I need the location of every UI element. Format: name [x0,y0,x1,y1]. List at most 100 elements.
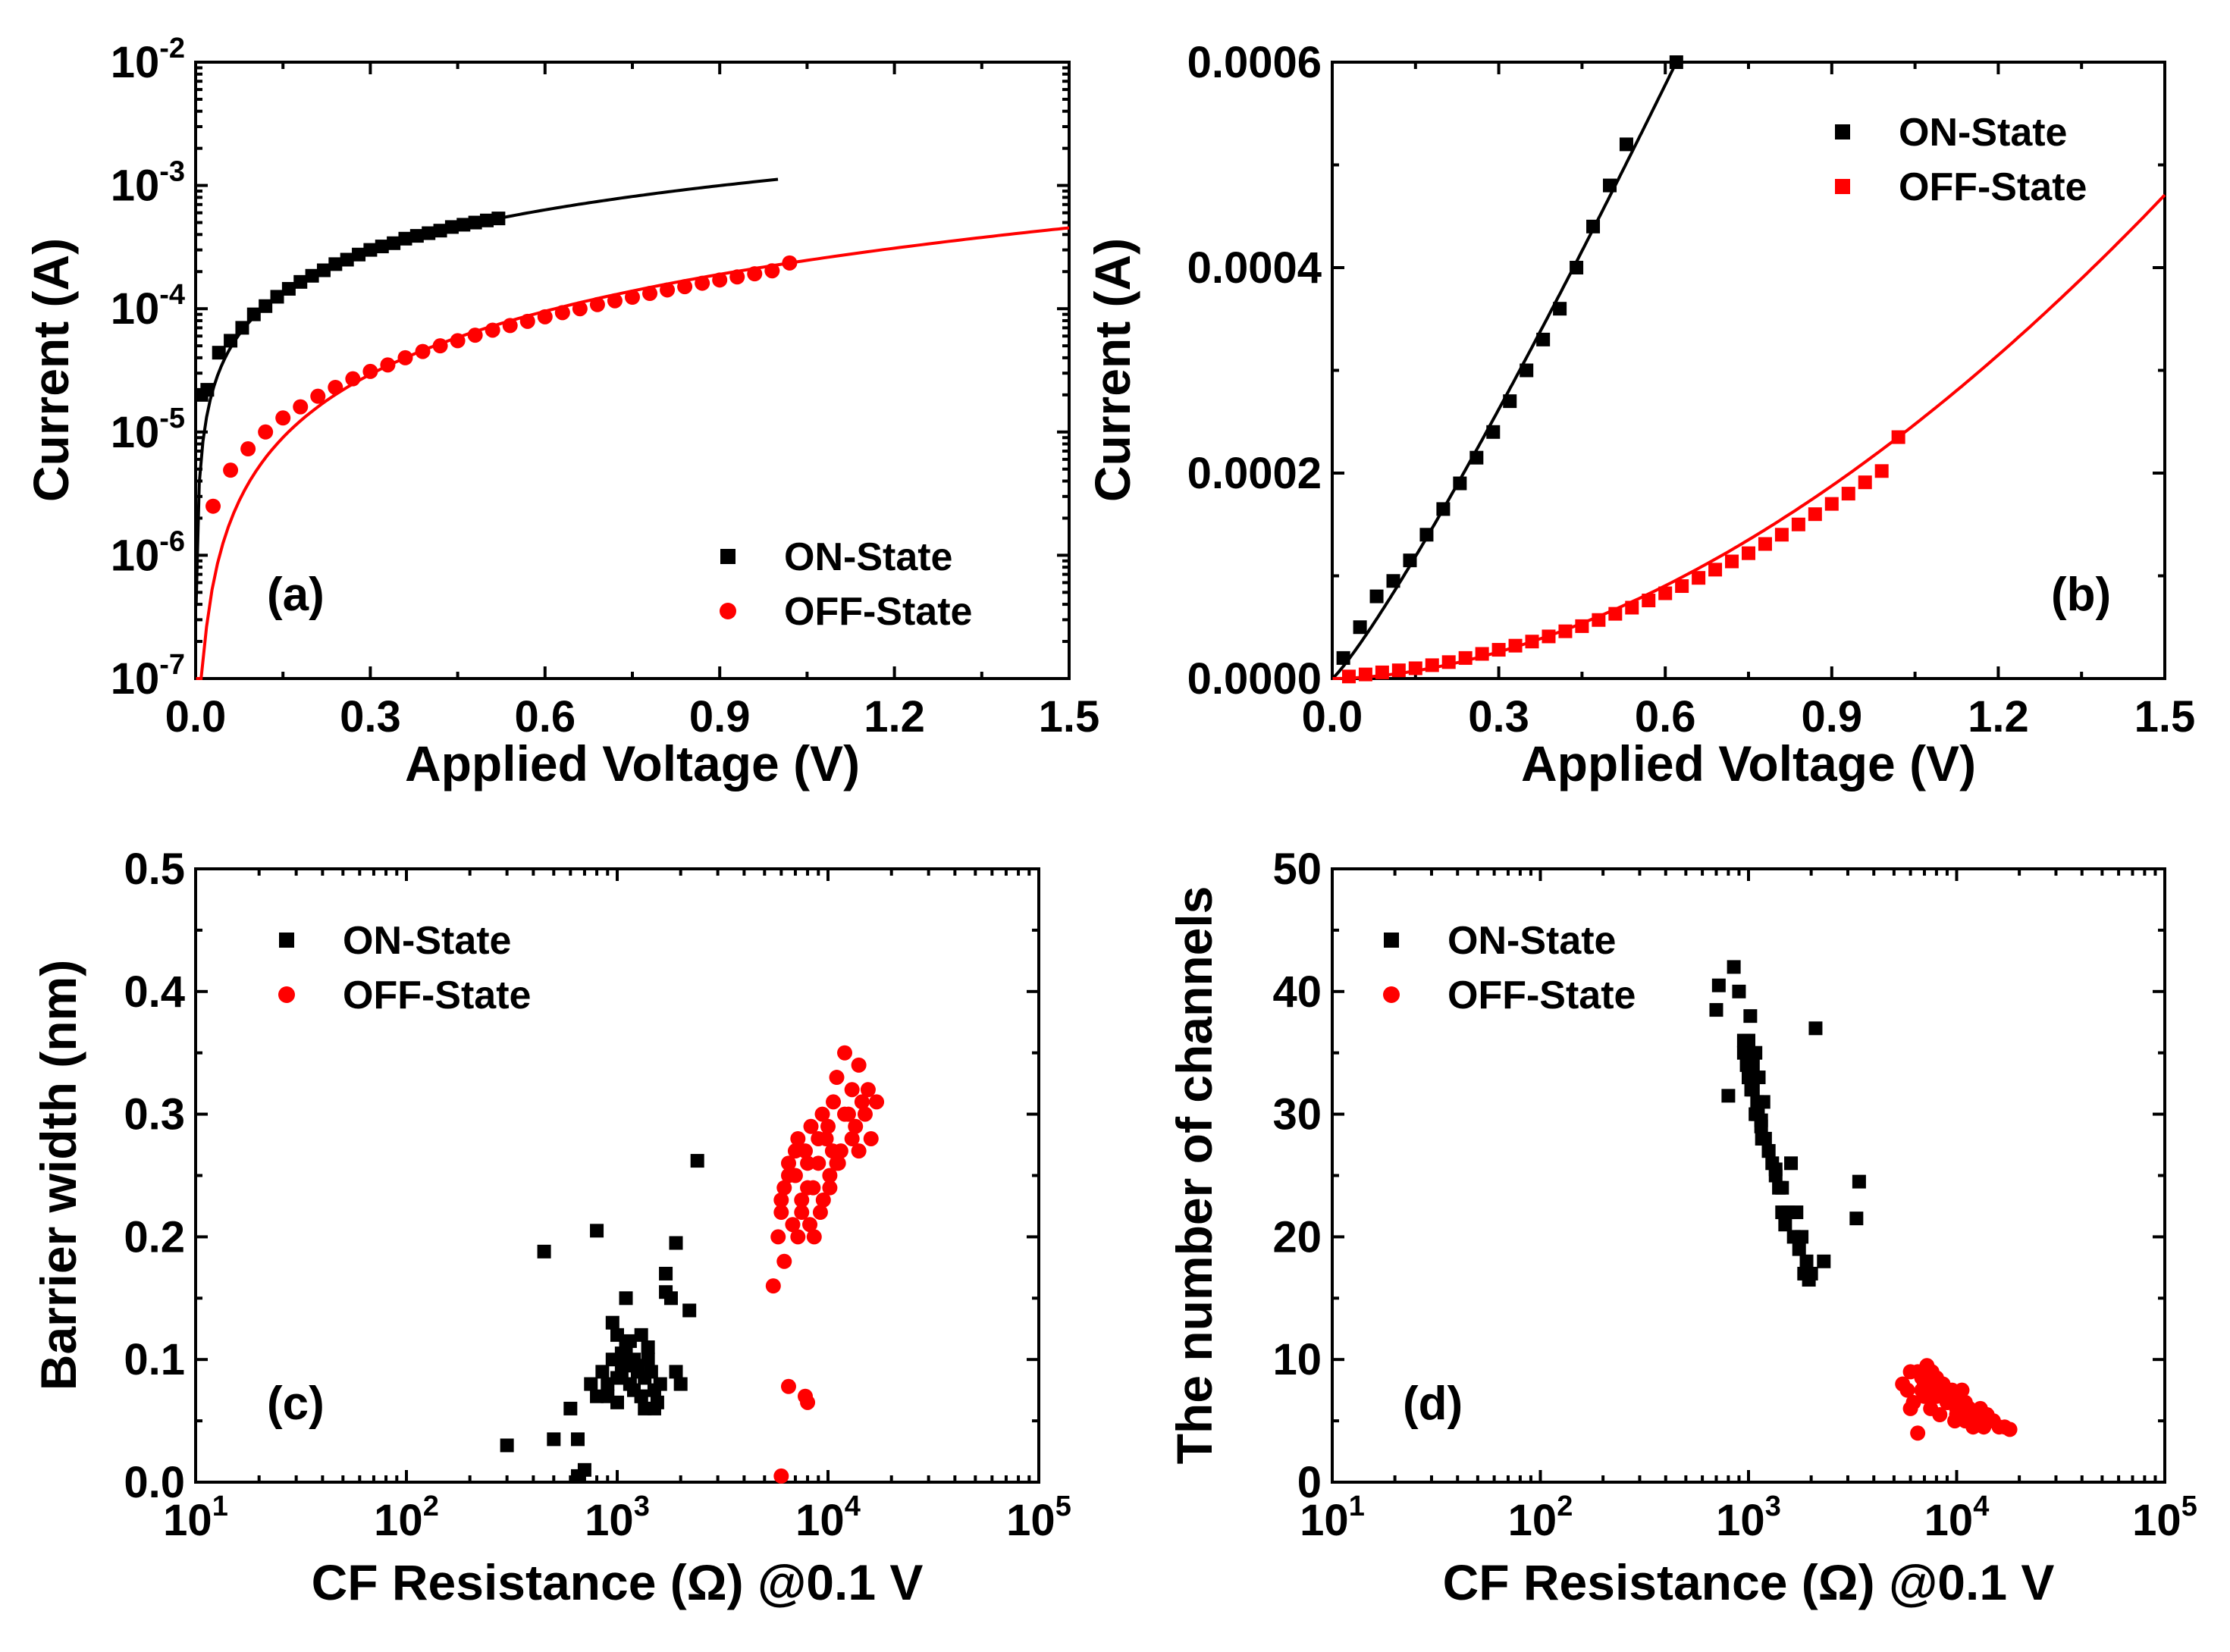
fit-curve [1331,61,1678,680]
data-point [537,1244,551,1259]
data-point [837,1045,853,1061]
legend-marker [278,986,295,1003]
y-axis-title: Current (A) [23,238,79,502]
y-tick-label: 10-2 [111,33,185,87]
data-point [480,213,494,227]
y-tick-label: 0.0 [124,1458,185,1507]
data-point [802,1217,818,1233]
data-point [790,1229,806,1245]
data-point [519,313,535,329]
data-point [1824,497,1839,511]
data-point [1603,178,1617,193]
data-point [409,229,424,243]
data-point [1749,1045,1763,1060]
data-point [822,1180,838,1196]
data-point [270,290,284,304]
data-point [712,272,728,288]
legend-label: ON-State [343,919,511,963]
x-tick-label: 1.2 [864,692,925,741]
y-tick-label: 10-5 [111,403,185,457]
data-point [1949,1407,1965,1423]
y-tick-label: 0 [1297,1458,1322,1507]
data-point [1751,1107,1765,1121]
data-point [1899,1382,1915,1398]
data-point [570,1469,585,1483]
data-point [1808,1021,1823,1036]
data-point [584,1377,598,1391]
data-point [1369,589,1384,603]
data-point [467,328,483,343]
data-point [811,1130,826,1146]
y-tick-label: 50 [1272,845,1322,894]
data-point [345,371,361,387]
y-tick-label: 0.2 [124,1212,185,1262]
data-point [634,1328,648,1342]
data-point [848,1118,864,1134]
y-tick-label: 10 [1272,1335,1322,1384]
data-point [485,322,500,338]
panel-label: (d) [1403,1378,1463,1430]
data-point [1744,1083,1758,1097]
legend-marker [279,933,294,948]
data-point [607,293,623,309]
data-point [1669,55,1683,69]
data-point [1743,1009,1758,1023]
data-point [837,1106,853,1122]
x-tick-label: 0.0 [1302,692,1363,741]
data-point [826,1094,842,1110]
data-point [293,399,309,415]
data-point [844,1082,860,1098]
data-point [773,1205,789,1221]
data-point [570,1432,585,1447]
x-tick-label: 104 [1924,1491,1990,1545]
data-point [1692,571,1706,585]
data-point [547,1432,561,1447]
x-tick-label: 0.3 [1468,692,1529,741]
data-point [1932,1407,1948,1423]
data-point [375,240,389,254]
data-point [1558,624,1573,638]
y-tick-label: 0.0000 [1187,654,1322,704]
data-point [433,224,447,238]
data-point [1745,1058,1760,1072]
data-point [1711,978,1726,992]
data-point [259,299,273,313]
y-tick-label: 0.0002 [1187,449,1322,498]
data-point [1750,1095,1764,1109]
data-point [764,263,780,279]
data-point [1453,476,1467,491]
data-point [502,318,518,334]
data-point [641,1340,655,1355]
data-point [432,338,448,354]
legend-marker [1384,933,1399,948]
data-point [1391,663,1406,678]
data-point [1758,537,1772,551]
x-tick-label: 1.5 [2134,692,2196,741]
data-point [800,1155,816,1171]
legend-marker [1835,179,1850,194]
panel-label: (b) [2051,569,2111,621]
data-point [340,252,354,267]
data-point [776,1180,792,1196]
data-point [860,1082,876,1098]
data-point [1781,1205,1796,1220]
data-point [1586,219,1601,234]
data-point [806,1229,822,1245]
data-point [590,1389,604,1403]
data-point [677,279,693,295]
data-point [829,1070,845,1086]
data-point [563,1401,578,1415]
data-point [811,1155,826,1171]
data-point [387,236,401,250]
data-point [863,1130,879,1146]
data-point [1752,1071,1766,1085]
data-point [275,410,291,426]
data-point [293,274,308,289]
data-point [1642,594,1656,608]
data-point [1910,1425,1926,1441]
data-point [782,255,798,271]
data-point [1486,425,1501,439]
data-point [1503,394,1517,409]
